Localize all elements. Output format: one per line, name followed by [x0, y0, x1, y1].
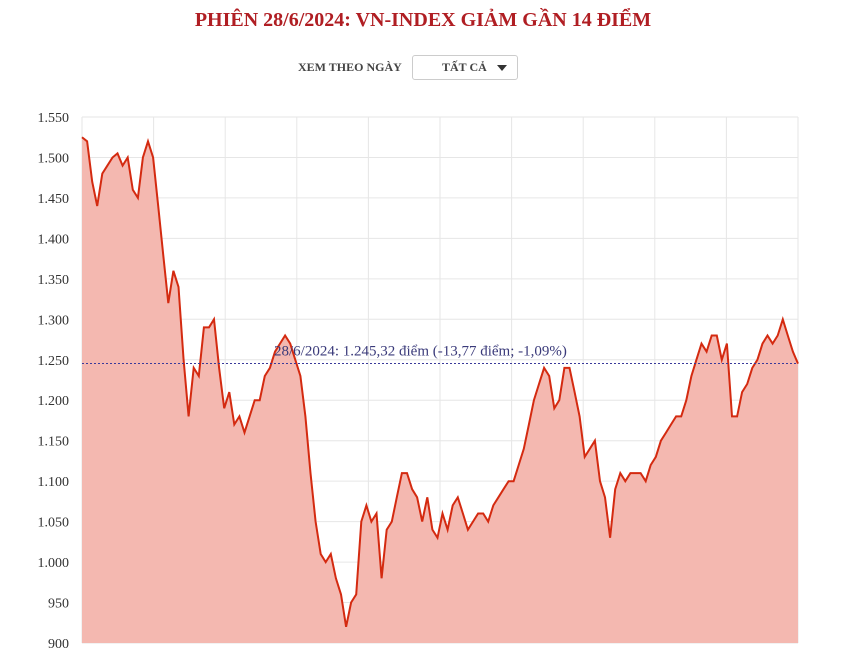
filter-label: XEM THEO NGÀY [298, 60, 402, 74]
y-tick-label: 1.400 [38, 232, 70, 247]
y-tick-label: 1.200 [38, 394, 70, 409]
y-tick-label: 900 [48, 637, 69, 652]
series-line [81, 136, 799, 628]
caret-down-icon [496, 64, 507, 71]
y-tick-label: 1.150 [38, 435, 70, 450]
selected-value: TẤT CẢ [442, 60, 487, 74]
y-tick-label: 1.300 [38, 313, 70, 328]
date-filter: XEM THEO NGÀY TẤT CẢ [298, 55, 518, 80]
y-tick-label: 1.000 [38, 556, 70, 571]
y-tick-label: 1.250 [38, 354, 70, 369]
date-range-select[interactable]: TẤT CẢ [411, 55, 518, 80]
reference-label: 28/6/2024: 1.245,32 điểm (-13,77 điểm; -… [274, 344, 567, 360]
chart-title: PHIÊN 28/6/2024: VN-INDEX GIẢM GẦN 14 ĐI… [194, 9, 652, 31]
area-fill [82, 137, 798, 643]
y-tick-label: 1.350 [38, 273, 70, 288]
y-tick-label: 1.550 [38, 111, 70, 126]
y-tick-label: 950 [48, 597, 69, 612]
y-tick-label: 1.050 [38, 516, 70, 531]
y-tick-label: 1.100 [38, 475, 70, 490]
y-tick-label: 1.450 [38, 192, 70, 207]
y-tick-label: 1.500 [38, 151, 70, 166]
